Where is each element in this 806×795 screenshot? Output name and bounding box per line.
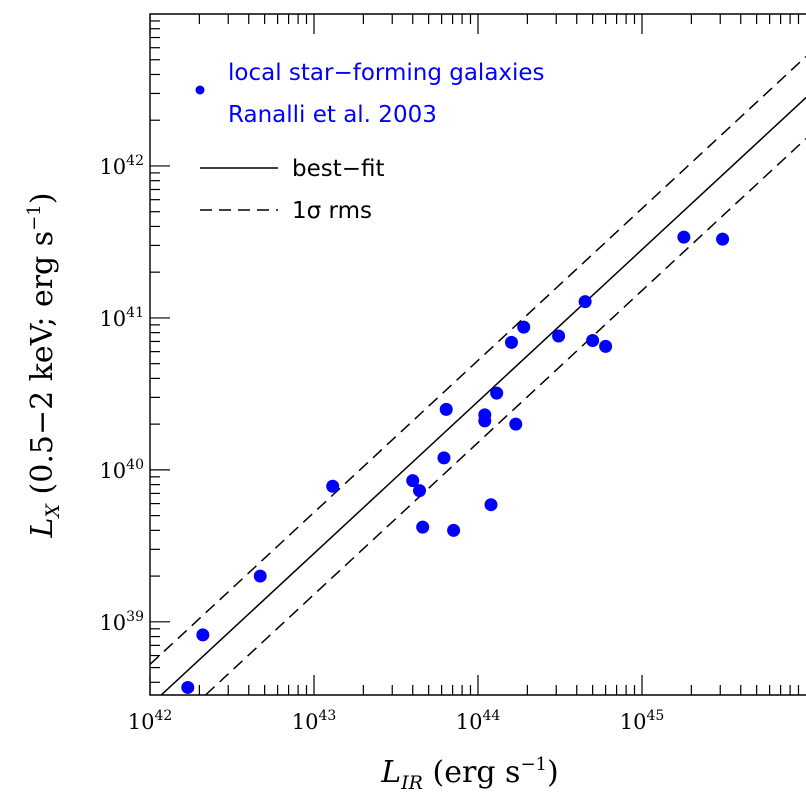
y-tick-label: 1040 [99,457,144,483]
x-tick-label: 1043 [292,708,337,734]
legend-label: best−fit [292,156,385,182]
data-point [416,520,430,534]
x-axis-title: LIR (erg s−1) [380,754,558,794]
data-point [413,484,427,498]
rms-lower-line [204,138,806,695]
tick-labels: 1042 1043 1044 1045 1039 1040 1041 1042 [99,153,664,734]
data-point [552,329,566,343]
x-tick-label: 1044 [456,708,501,734]
data-point [599,339,613,353]
data-point [478,414,492,428]
data-point [484,498,498,512]
data-point [509,417,523,431]
best-fit-line [160,97,806,695]
axis-titles: LIR (erg s−1) LX (0.5−2 keV; erg s−1) [24,193,559,794]
data-point [677,230,691,244]
data-point [439,402,453,416]
x-tick-label: 1045 [620,708,665,734]
data-point [504,335,518,349]
data-point [181,680,195,694]
data-point [447,523,461,537]
legend-marker [195,85,205,95]
data-point [253,569,267,583]
legend-label: local star−forming galaxies [228,60,545,86]
data-point [578,295,592,309]
y-tick-label: 1042 [99,153,144,179]
y-tick-label: 1041 [99,305,144,331]
data-point [326,479,340,493]
plot-area [149,13,806,696]
legend-label: Ranalli et al. 2003 [228,102,437,128]
data-point [517,320,531,334]
legend: local star−forming galaxies Ranalli et al… [195,60,545,224]
data-point [437,451,451,465]
axis-ticks [149,14,800,695]
data-point [490,386,504,400]
data-point [406,474,420,488]
x-tick-label: 1042 [128,708,173,734]
data-point [196,628,210,642]
y-tick-label: 1039 [99,609,144,635]
data-point [586,334,600,348]
rms-upper-line [150,55,806,665]
legend-label: 1σ rms [292,198,372,224]
data-point [716,232,730,246]
y-axis-title: LX (0.5−2 keV; erg s−1) [24,193,64,539]
